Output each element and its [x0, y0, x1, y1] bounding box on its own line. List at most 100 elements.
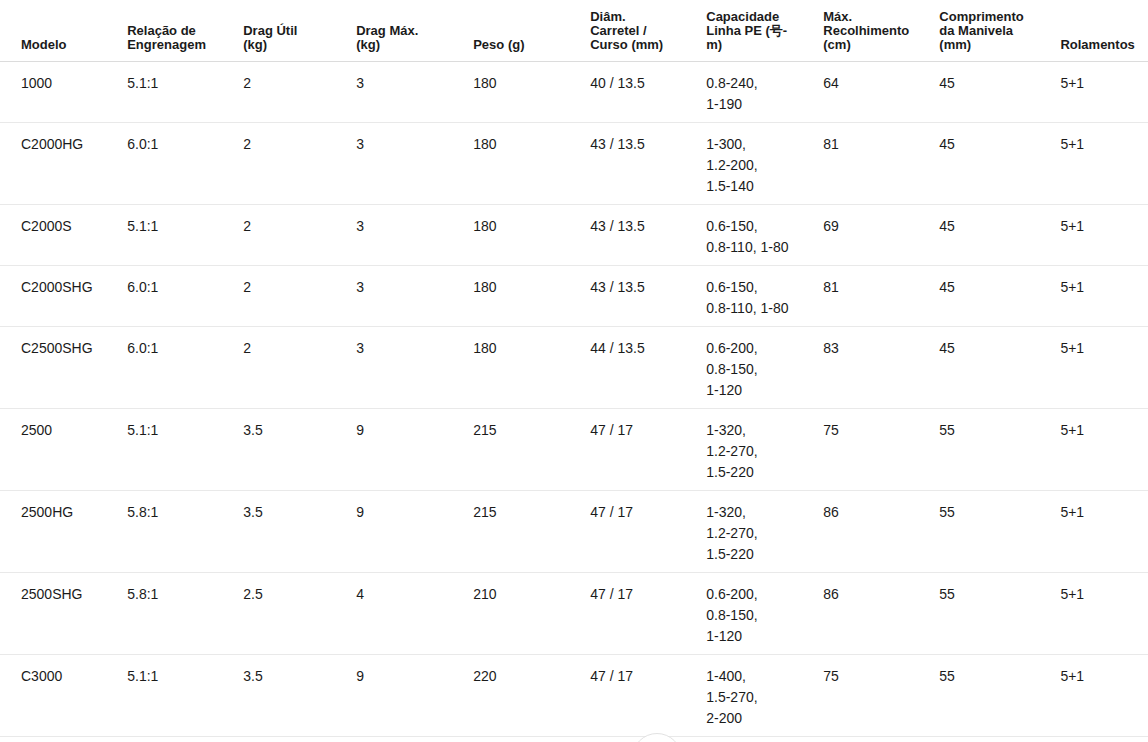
cell-modelo: 1000	[0, 62, 127, 123]
cell-line: 1.5-270,	[706, 687, 815, 708]
cell-line: 1-190	[706, 94, 815, 115]
reel-specifications-table: Modelo Relação deEngrenagemDrag Útil(kg) D…	[0, 0, 1148, 737]
column-header-line: (kg)	[356, 38, 465, 52]
cell-line: 1.2-200,	[706, 155, 815, 176]
cell-modelo: C2500SHG	[0, 327, 127, 409]
column-header-line: Engrenagem	[127, 38, 235, 52]
cell-rolamentos: 5+1	[1060, 266, 1148, 327]
cell-relacao: 5.1:1	[127, 655, 243, 737]
column-header-line: Recolhimento	[823, 24, 931, 38]
cell-drag_util: 3.5	[243, 655, 356, 737]
cell-drag_max: 3	[356, 327, 473, 409]
table-row-C2000HG: C2000HG6.0:12318043 / 13.51-300,1.2-200,…	[0, 123, 1148, 205]
cell-diam_carretel: 47 / 17	[590, 573, 706, 655]
cell-comprimento_manivela: 45	[939, 205, 1060, 266]
cell-max_recolhimento: 86	[823, 573, 939, 655]
cell-capacidade_pe: 0.6-150,0.8-110, 1-80	[706, 266, 823, 327]
cell-line: 1.5-140	[706, 176, 815, 197]
cell-rolamentos: 5+1	[1060, 573, 1148, 655]
cell-rolamentos: 5+1	[1060, 655, 1148, 737]
cell-line: 0.6-200,	[706, 584, 815, 605]
cell-comprimento_manivela: 45	[939, 123, 1060, 205]
cell-line: 1-320,	[706, 502, 815, 523]
column-header-line: Carretel /	[590, 24, 698, 38]
column-header-capacidade_pe: CapacidadeLinha PE (号-m)	[706, 0, 823, 62]
column-header-line: Modelo	[21, 38, 119, 52]
cell-drag_util: 2.5	[243, 573, 356, 655]
cell-max_recolhimento: 75	[823, 655, 939, 737]
column-header-comprimento_manivela: Comprimentoda Manivela(mm)	[939, 0, 1060, 62]
table-body: 10005.1:12318040 / 13.50.8-240,1-1906445…	[0, 62, 1148, 737]
cell-max_recolhimento: 86	[823, 491, 939, 573]
cell-max_recolhimento: 64	[823, 62, 939, 123]
cell-comprimento_manivela: 55	[939, 655, 1060, 737]
column-header-line: Curso (mm)	[590, 38, 698, 52]
cell-line: 1.5-220	[706, 544, 815, 565]
cell-peso: 220	[473, 655, 590, 737]
table-row-C2000S: C2000S5.1:12318043 / 13.50.6-150,0.8-110…	[0, 205, 1148, 266]
cell-drag_max: 3	[356, 62, 473, 123]
cell-line: 1-300,	[706, 134, 815, 155]
cell-capacidade_pe: 0.6-200,0.8-150,1-120	[706, 327, 823, 409]
cell-line: 2-200	[706, 708, 815, 729]
cell-drag_util: 3.5	[243, 491, 356, 573]
cell-capacidade_pe: 0.6-200,0.8-150,1-120	[706, 573, 823, 655]
cell-capacidade_pe: 1-320,1.2-270,1.5-220	[706, 491, 823, 573]
cell-comprimento_manivela: 55	[939, 409, 1060, 491]
table-row-C3000: C30005.1:13.5922047 / 171-400,1.5-270,2-…	[0, 655, 1148, 737]
cell-drag_max: 3	[356, 205, 473, 266]
cell-rolamentos: 5+1	[1060, 327, 1148, 409]
cell-diam_carretel: 43 / 13.5	[590, 266, 706, 327]
column-header-drag_util: Drag Útil(kg)	[243, 0, 356, 62]
cell-line: 0.6-150,	[706, 216, 815, 237]
cell-modelo: 2500	[0, 409, 127, 491]
cell-rolamentos: 5+1	[1060, 205, 1148, 266]
column-header-diam_carretel: Diâm.Carretel /Curso (mm)	[590, 0, 706, 62]
column-header-relacao: Relação deEngrenagem	[127, 0, 243, 62]
cell-rolamentos: 5+1	[1060, 409, 1148, 491]
cell-comprimento_manivela: 45	[939, 62, 1060, 123]
cell-relacao: 6.0:1	[127, 123, 243, 205]
cell-comprimento_manivela: 45	[939, 266, 1060, 327]
cell-diam_carretel: 43 / 13.5	[590, 123, 706, 205]
cell-rolamentos: 5+1	[1060, 491, 1148, 573]
cell-peso: 180	[473, 266, 590, 327]
column-header-line: Peso (g)	[473, 38, 582, 52]
cell-drag_max: 9	[356, 655, 473, 737]
column-header-line: m)	[706, 38, 815, 52]
cell-line: 0.6-200,	[706, 338, 815, 359]
cell-relacao: 5.1:1	[127, 205, 243, 266]
cell-line: 0.8-150,	[706, 605, 815, 626]
cell-peso: 180	[473, 205, 590, 266]
cell-line: 1-120	[706, 380, 815, 401]
cell-relacao: 5.8:1	[127, 573, 243, 655]
cell-peso: 210	[473, 573, 590, 655]
cell-drag_max: 4	[356, 573, 473, 655]
cell-relacao: 5.1:1	[127, 409, 243, 491]
cell-peso: 180	[473, 62, 590, 123]
cell-diam_carretel: 44 / 13.5	[590, 327, 706, 409]
cell-line: 1-400,	[706, 666, 815, 687]
cell-diam_carretel: 47 / 17	[590, 409, 706, 491]
cell-line: 0.6-150,	[706, 277, 815, 298]
cell-diam_carretel: 47 / 17	[590, 491, 706, 573]
cell-drag_max: 3	[356, 123, 473, 205]
cell-modelo: 2500HG	[0, 491, 127, 573]
cell-diam_carretel: 40 / 13.5	[590, 62, 706, 123]
column-header-rolamentos: Rolamentos	[1060, 0, 1148, 62]
cell-comprimento_manivela: 45	[939, 327, 1060, 409]
cell-peso: 215	[473, 491, 590, 573]
cell-modelo: C2000S	[0, 205, 127, 266]
cell-capacidade_pe: 1-300,1.2-200,1.5-140	[706, 123, 823, 205]
column-header-max_recolhimento: Máx.Recolhimento(cm)	[823, 0, 939, 62]
column-header-modelo: Modelo	[0, 0, 127, 62]
cell-line: 0.8-150,	[706, 359, 815, 380]
cell-line: 1.5-220	[706, 462, 815, 483]
column-header-line: Linha PE (号-	[706, 24, 815, 38]
cell-peso: 180	[473, 327, 590, 409]
cell-max_recolhimento: 81	[823, 123, 939, 205]
cell-line: 0.8-240,	[706, 73, 815, 94]
cell-modelo: 2500SHG	[0, 573, 127, 655]
table-row-C2500SHG: C2500SHG6.0:12318044 / 13.50.6-200,0.8-1…	[0, 327, 1148, 409]
cell-relacao: 6.0:1	[127, 266, 243, 327]
